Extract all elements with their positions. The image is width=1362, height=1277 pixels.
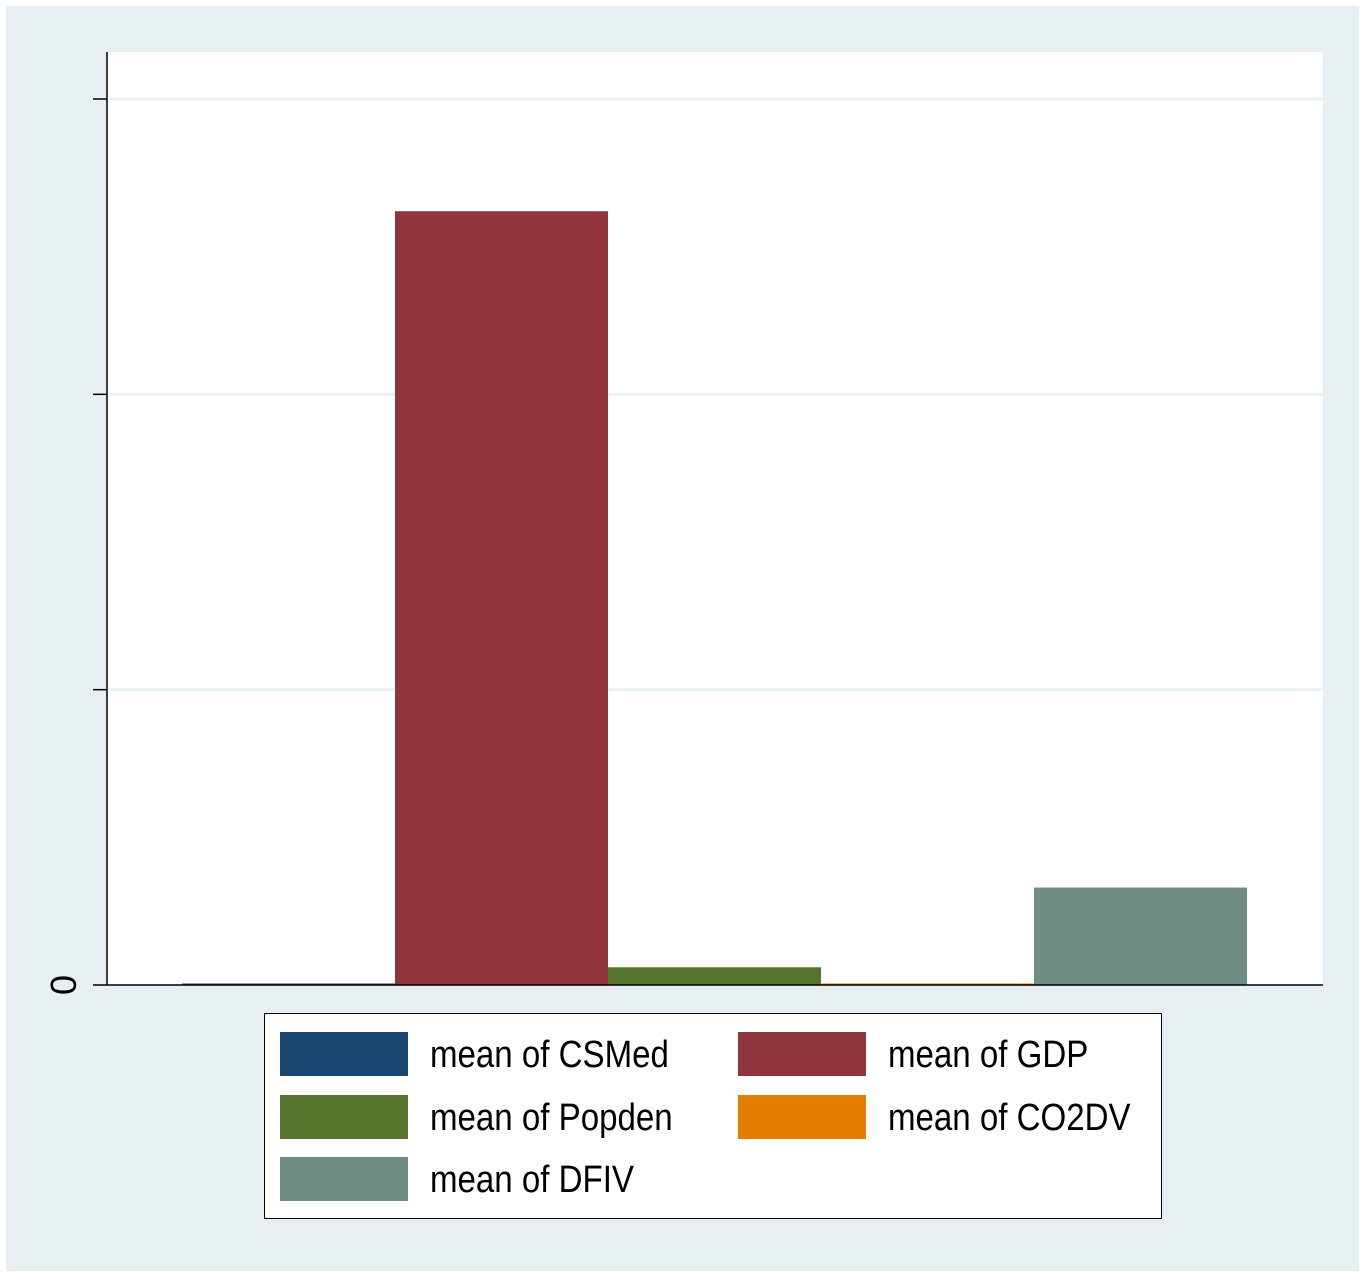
y-tick-label: 0 (43, 975, 84, 995)
legend-label-co2dv: mean of CO2DV (888, 1097, 1131, 1139)
bar (1034, 887, 1247, 985)
legend-swatch-csmed (280, 1032, 408, 1076)
plot-region (107, 52, 1323, 985)
legend-swatch-popden (280, 1095, 408, 1139)
legend-label-gdp: mean of GDP (888, 1034, 1089, 1076)
bar (608, 967, 821, 985)
axes (106, 52, 1323, 986)
gridlines (108, 97, 1323, 692)
legend-swatch-dfiv (280, 1157, 408, 1201)
legend: mean of CSMed mean of GDP mean of Popden… (264, 1013, 1162, 1219)
legend-label-csmed: mean of CSMed (430, 1034, 669, 1076)
legend-swatch-co2dv (738, 1095, 866, 1139)
y-ticks: 0 (43, 98, 107, 995)
legend-label-popden: mean of Popden (430, 1097, 673, 1139)
legend-label-dfiv: mean of DFIV (430, 1159, 634, 1201)
legend-swatch-gdp (738, 1032, 866, 1076)
bar (395, 211, 608, 985)
bars (182, 211, 1247, 985)
